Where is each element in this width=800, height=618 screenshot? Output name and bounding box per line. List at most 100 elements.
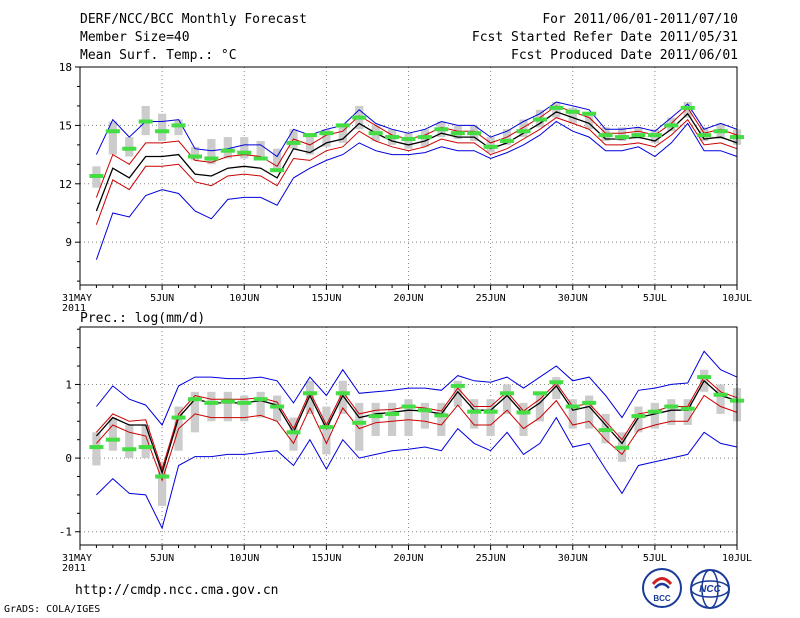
observed-marker bbox=[713, 129, 728, 134]
spread-box bbox=[486, 399, 495, 436]
spread-box bbox=[585, 395, 594, 429]
spread-box bbox=[305, 380, 315, 414]
x-tick-label-line: 31MAY bbox=[62, 293, 92, 304]
x-tick-label: 5JUN bbox=[150, 553, 174, 564]
x-tick-label: 5JUL bbox=[643, 553, 667, 564]
spread-box bbox=[158, 461, 167, 506]
y-tick-label: -1 bbox=[59, 526, 72, 539]
observed-marker bbox=[335, 391, 350, 396]
observed-marker bbox=[417, 135, 432, 140]
y-tick-label: 18 bbox=[59, 61, 72, 74]
observed-marker bbox=[516, 129, 531, 134]
observed-marker bbox=[483, 144, 498, 149]
observed-marker bbox=[335, 123, 350, 128]
spread-box bbox=[108, 121, 117, 155]
observed-marker bbox=[631, 133, 646, 138]
observed-marker bbox=[302, 391, 317, 396]
spread-box bbox=[568, 107, 577, 124]
spread-box bbox=[322, 129, 331, 147]
x-tick-label-line: 2011 bbox=[62, 303, 86, 314]
series-outer-upper bbox=[96, 350, 738, 426]
spread-box bbox=[141, 424, 150, 459]
y-tick-label: 12 bbox=[59, 178, 72, 191]
observed-marker bbox=[417, 408, 432, 413]
x-tick-label: 10JUL bbox=[722, 553, 752, 564]
forecast-produced-date: Fcst Produced Date 2011/06/01 bbox=[511, 48, 738, 63]
observed-marker bbox=[286, 140, 301, 145]
observed-marker bbox=[647, 133, 662, 138]
source-url[interactable]: http://cmdp.ncc.cma.gov.cn bbox=[75, 583, 279, 598]
observed-marker bbox=[697, 133, 712, 138]
spread-box bbox=[470, 399, 479, 429]
spread-box bbox=[519, 119, 528, 138]
x-tick-label: 15JUN bbox=[311, 553, 341, 564]
observed-marker bbox=[615, 445, 630, 450]
observed-marker bbox=[319, 131, 334, 136]
observed-marker bbox=[647, 409, 662, 414]
observed-marker bbox=[105, 437, 120, 442]
observed-marker bbox=[713, 392, 728, 397]
observed-marker bbox=[532, 391, 547, 396]
observed-marker bbox=[483, 409, 498, 414]
observed-marker bbox=[598, 133, 613, 138]
observed-marker bbox=[565, 109, 580, 114]
spread-box bbox=[387, 402, 397, 436]
y-tick-label: 15 bbox=[59, 119, 72, 132]
x-tick-label: 15JUN bbox=[311, 293, 341, 304]
spread-box bbox=[256, 391, 265, 418]
ncc-logo: NCC bbox=[688, 568, 732, 610]
series-inner-lower bbox=[95, 117, 738, 225]
observed-marker bbox=[253, 156, 268, 161]
series-inner-upper bbox=[95, 105, 738, 198]
spread-box bbox=[617, 127, 627, 141]
observed-marker bbox=[220, 399, 235, 404]
observed-marker bbox=[270, 404, 285, 409]
observed-marker bbox=[171, 415, 186, 420]
spread-box bbox=[552, 377, 561, 400]
spread-box bbox=[650, 402, 659, 429]
x-tick-label-line: 31MAY bbox=[62, 553, 92, 564]
x-tick-label: 10JUN bbox=[229, 553, 259, 564]
observed-marker bbox=[352, 420, 367, 425]
series-outer-upper bbox=[95, 101, 738, 158]
observed-marker bbox=[237, 150, 252, 155]
series-ensemble-mean bbox=[95, 379, 738, 475]
bcc-logo-icon bbox=[642, 568, 682, 608]
spread-box bbox=[535, 391, 545, 422]
x-tick-label: 5JUL bbox=[643, 293, 667, 304]
observed-marker bbox=[253, 397, 268, 402]
observed-marker bbox=[385, 135, 400, 140]
spread-box bbox=[256, 140, 265, 161]
observed-marker bbox=[680, 406, 695, 411]
x-tick-label: 10JUN bbox=[229, 293, 259, 304]
spread-box bbox=[667, 399, 676, 425]
spread-box bbox=[420, 402, 430, 429]
spread-box bbox=[125, 424, 134, 459]
observed-marker bbox=[664, 404, 679, 409]
spread-box bbox=[338, 380, 347, 414]
observed-marker bbox=[138, 445, 153, 450]
observed-marker bbox=[500, 138, 515, 143]
bcc-logo-label: BCC bbox=[653, 594, 671, 603]
observed-marker bbox=[155, 129, 170, 134]
observed-marker bbox=[532, 117, 547, 122]
forecast-period: For 2011/06/01-2011/07/10 bbox=[542, 12, 738, 27]
spread-box bbox=[272, 148, 282, 173]
panel-temperature: 31MAY 2011 5JUN 10JUN 15JUN 20JUN 25JUN 30JUN 5J… bbox=[59, 61, 752, 314]
x-tick-label: 30JUN bbox=[558, 293, 588, 304]
x-tick-label: 25JUN bbox=[476, 553, 506, 564]
temperature-variable-label: Mean Surf. Temp.: °C bbox=[80, 48, 237, 63]
spread-box bbox=[223, 391, 232, 422]
x-tick-label: 5JUN bbox=[150, 293, 174, 304]
observed-marker bbox=[434, 413, 449, 418]
grads-credit: GrADS: COLA/IGES bbox=[4, 604, 101, 615]
spread-box bbox=[207, 139, 216, 165]
spread-box bbox=[716, 384, 725, 414]
ncc-logo-label: NCC bbox=[699, 584, 721, 595]
observed-marker bbox=[385, 411, 400, 416]
spread-box bbox=[585, 111, 594, 130]
observed-marker bbox=[237, 400, 252, 405]
observed-marker bbox=[270, 168, 285, 173]
spread-box bbox=[371, 402, 380, 436]
